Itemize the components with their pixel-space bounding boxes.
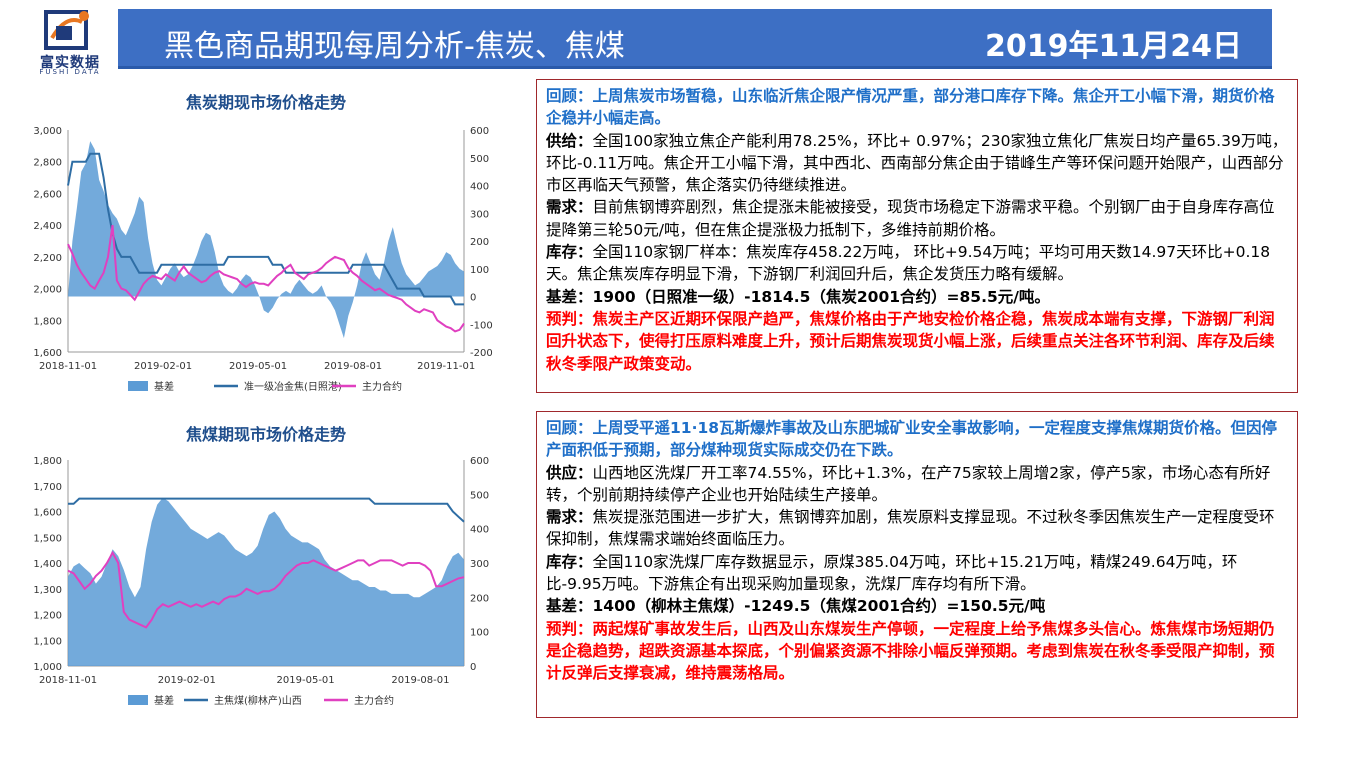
coke-supply-text: 全国100家独立焦企产能利用78.25%，环比+ 0.97%；230家独立焦化厂… [546, 131, 1288, 195]
y-right-tick-label: 200 [470, 593, 489, 604]
legend-basis-label: 基差 [154, 380, 174, 393]
coke-price-chart: 焦炭期现市场价格走势 1,600 1,800 2,000 2,200 2,400 2,600… [24, 86, 494, 404]
y-right-tick-label: 500 [470, 154, 489, 165]
x-tick-label: 2018-11-01 [39, 675, 97, 686]
y-left-tick-label: 1,600 [33, 348, 62, 359]
y-right-tick-label: 200 [470, 237, 489, 248]
coal-demand-text: 焦炭提涨范围进一步扩大，焦钢博弈加剧，焦炭原料支撑显现。不过秋冬季因焦炭生产一定… [546, 508, 1275, 549]
coking-coal-price-chart: 焦煤期现市场价格走势 1,000 1,100 1,200 1,300 1,400 1,500… [24, 418, 494, 716]
x-tick-label: 2019-05-01 [277, 675, 335, 686]
coking-coal-price-chart-svg: 焦煤期现市场价格走势 1,000 1,100 1,200 1,300 1,400 1,500… [33, 425, 489, 707]
coke-forecast: 预判：焦炭主产区近期环保限产趋严，焦煤价格由于产地安检价格企稳，焦炭成本端有支撑… [546, 309, 1275, 373]
legend-spot-label: 主焦煤(柳林产)山西 [214, 694, 302, 707]
futures-price-line [67, 550, 465, 629]
x-tick-label: 2019-02-01 [134, 361, 192, 372]
y-right-tick-label: 100 [470, 265, 489, 276]
x-tick-label: 2019-05-01 [229, 361, 287, 372]
y-left-tick-label: 1,600 [33, 508, 62, 519]
coal-stock: 库存：全国110家洗煤厂库存数据显示，原煤385.04万吨，环比+15.21万吨… [546, 551, 1289, 596]
title-bar: 黑色商品期现每周分析-焦炭、焦煤 2019年11月24日 [118, 9, 1272, 69]
legend-basis-swatch [128, 695, 148, 705]
report-date: 2019年11月24日 [985, 29, 1242, 64]
coke-stock-text: 全国110家钢厂样本：焦炭库存458.22万吨， 环比+9.54万吨；平均可用天… [546, 243, 1271, 284]
y-right-tick-label: 600 [470, 456, 489, 467]
logo-mark-icon [44, 10, 89, 50]
logo-subtext: FUSHI DATA [39, 68, 101, 76]
y-right-tick-label: -100 [470, 320, 493, 331]
x-tick-label: 2019-08-01 [324, 361, 382, 372]
x-tick-label: 2019-11-01 [417, 361, 475, 372]
legend-basis-label: 基差 [154, 694, 174, 707]
coke-supply: 供给：全国100家独立焦企产能利用78.25%，环比+ 0.97%；230家独立… [546, 130, 1289, 197]
coal-demand-label: 需求： [546, 508, 593, 527]
y-right-tick-label: 0 [470, 293, 476, 304]
x-tick-label: 2019-08-01 [391, 675, 449, 686]
coal-supply-text: 山西地区洗煤厂开工率74.55%，环比+1.3%，在产75家较上周增2家，停产5… [546, 463, 1271, 504]
x-tick-label: 2018-11-01 [39, 361, 97, 372]
y-left-tick-label: 1,300 [33, 585, 62, 596]
y-left-tick-label: 2,600 [33, 189, 62, 200]
y-left-tick-label: 2,000 [33, 285, 62, 296]
y-left-tick-label: 2,400 [33, 221, 62, 232]
coal-stock-label: 库存： [546, 552, 593, 571]
y-left-tick-label: 2,800 [33, 158, 62, 169]
legend-basis-swatch [128, 381, 148, 391]
coke-demand: 需求：目前焦钢博弈剧烈，焦企提涨未能被接受，现货市场稳定下游需求平稳。个别钢厂由… [546, 196, 1289, 241]
spot-price-line [67, 152, 464, 306]
y-left-tick-label: 1,500 [33, 533, 62, 544]
coal-demand: 需求：焦炭提涨范围进一步扩大，焦钢博弈加剧，焦炭原料支撑显现。不过秋冬季因焦炭生… [546, 506, 1289, 551]
y-left-tick-label: 1,100 [33, 636, 62, 647]
basis-area [68, 497, 464, 666]
spot-price-line [68, 497, 465, 523]
y-left-tick-label: 1,000 [33, 662, 62, 673]
y-right-tick-label: 0 [470, 662, 476, 673]
y-right-tick-label: 300 [470, 209, 489, 220]
y-right-tick-label: 400 [470, 182, 489, 193]
basis-area [68, 141, 464, 339]
coke-stock: 库存：全国110家钢厂样本：焦炭库存458.22万吨， 环比+9.54万吨；平均… [546, 241, 1289, 286]
y-left-tick-label: 1,800 [33, 456, 62, 467]
coal-stock-text: 全国110家洗煤厂库存数据显示，原煤385.04万吨，环比+15.21万吨，精煤… [546, 552, 1238, 594]
legend-spot-label: 准一级冶金焦(日照港) [244, 380, 342, 393]
coke-stock-label: 库存： [546, 243, 593, 262]
legend-futures-label: 主力合约 [354, 694, 394, 707]
chart-title: 焦炭期现市场价格走势 [185, 93, 346, 112]
coke-supply-label: 供给： [546, 131, 593, 150]
y-right-tick-label: 300 [470, 559, 489, 570]
y-right-tick-label: 100 [470, 628, 489, 639]
x-tick-label: 2019-02-01 [158, 675, 216, 686]
legend-futures-label: 主力合约 [362, 380, 402, 393]
coking-coal-analysis-panel: 回顾：上周受平遥11·18瓦斯爆炸事故及山东肥城矿业安全事故影响，一定程度支撑焦… [536, 411, 1298, 718]
y-left-tick-label: 1,800 [33, 316, 62, 327]
coke-demand-label: 需求： [546, 198, 593, 217]
y-right-tick-label: 400 [470, 525, 489, 536]
coal-forecast: 预判：两起煤矿事故发生后，山西及山东煤炭生产停顿，一定程度上给予焦煤多头信心。炼… [546, 619, 1275, 683]
coke-price-chart-svg: 焦炭期现市场价格走势 1,600 1,800 2,000 2,200 2,400 2,600… [33, 93, 493, 393]
company-logo: 富实数据 FUSHI DATA [18, 8, 118, 76]
y-left-tick-label: 1,400 [33, 559, 62, 570]
y-right-tick-label: 600 [470, 126, 489, 137]
y-left-tick-label: 1,700 [33, 482, 62, 493]
y-left-tick-label: 2,200 [33, 253, 62, 264]
coal-supply: 供应：山西地区洗煤厂开工率74.55%，环比+1.3%，在产75家较上周增2家，… [546, 462, 1289, 507]
page-title: 黑色商品期现每周分析-焦炭、焦煤 [164, 29, 625, 64]
logo-text: 富实数据 [40, 55, 100, 71]
coke-analysis-panel: 回顾：上周焦炭市场暂稳，山东临沂焦企限产情况严重，部分港口库存下降。焦企开工小幅… [536, 79, 1298, 393]
y-right-tick-label: 500 [470, 490, 489, 501]
y-left-tick-label: 3,000 [33, 126, 62, 137]
coal-review: 回顾：上周受平遥11·18瓦斯爆炸事故及山东肥城矿业安全事故影响，一定程度支撑焦… [546, 419, 1278, 460]
futures-price-line [67, 224, 465, 333]
coke-basis: 基差：1900（日照准一级）-1814.5（焦炭2001合约）=85.5元/吨。 [546, 287, 1050, 306]
coke-demand-text: 目前焦钢博弈剧烈，焦企提涨未能被接受，现货市场稳定下游需求平稳。个别钢厂由于自身… [546, 198, 1275, 239]
coal-basis: 基差：1400（柳林主焦煤）-1249.5（焦煤2001合约）=150.5元/吨 [546, 597, 1046, 616]
y-right-tick-label: -200 [470, 348, 493, 359]
y-left-tick-label: 1,200 [33, 611, 62, 622]
coal-supply-label: 供应： [546, 463, 593, 482]
coke-review: 回顾：上周焦炭市场暂稳，山东临沂焦企限产情况严重，部分港口库存下降。焦企开工小幅… [546, 87, 1275, 128]
chart-title: 焦煤期现市场价格走势 [185, 425, 346, 444]
